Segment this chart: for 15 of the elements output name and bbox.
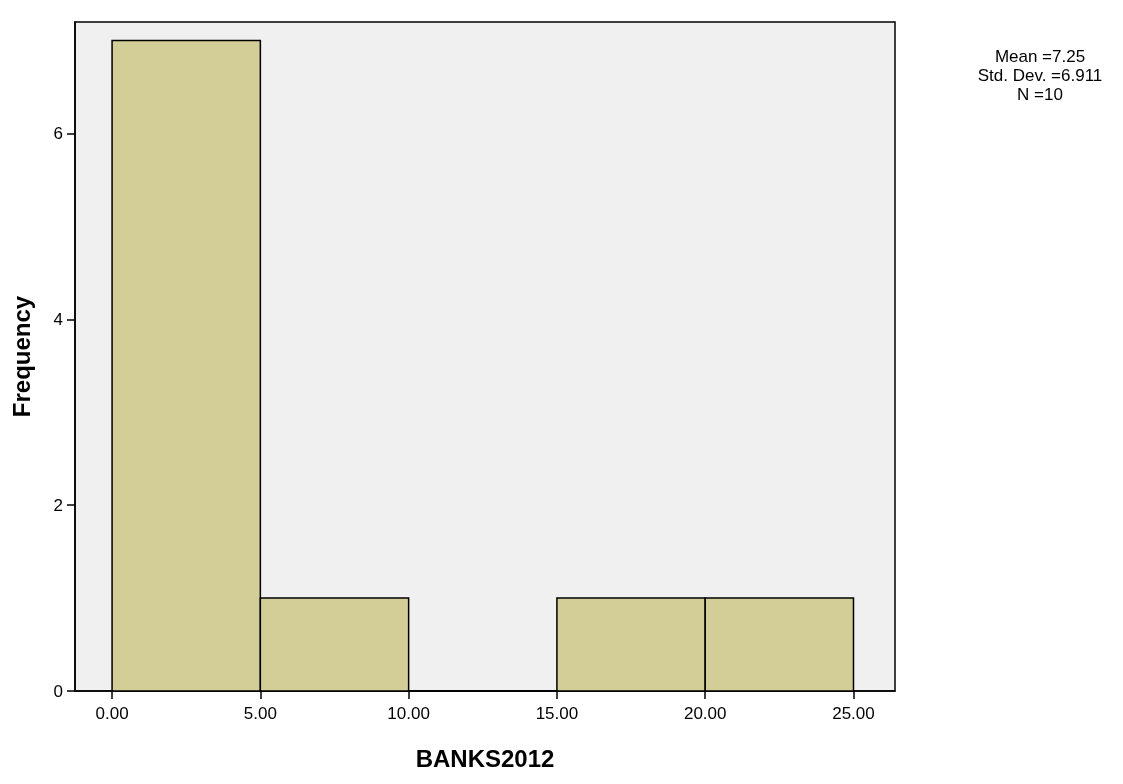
y-tick-label: 0	[53, 681, 63, 701]
x-tick-label: 25.00	[832, 704, 875, 723]
text: Std. Dev. =6.911	[977, 66, 1103, 85]
x-tick-label: 10.00	[387, 704, 430, 723]
x-axis-title: BANKS2012	[415, 744, 555, 772]
x-tick-label: 15.00	[535, 704, 579, 723]
y-axis-title: Frequency	[7, 295, 35, 418]
y-tick-label: 4	[53, 309, 63, 329]
x-tick-label: 5.00	[243, 704, 277, 723]
y-tick-label: 2	[53, 495, 63, 515]
x-tick-label: 20.00	[683, 704, 727, 723]
x-tick-label: 0.00	[95, 704, 129, 723]
y-tick-label: 6	[53, 124, 63, 143]
text: Mean =7.25	[994, 47, 1086, 66]
text: N =10	[1017, 85, 1063, 104]
